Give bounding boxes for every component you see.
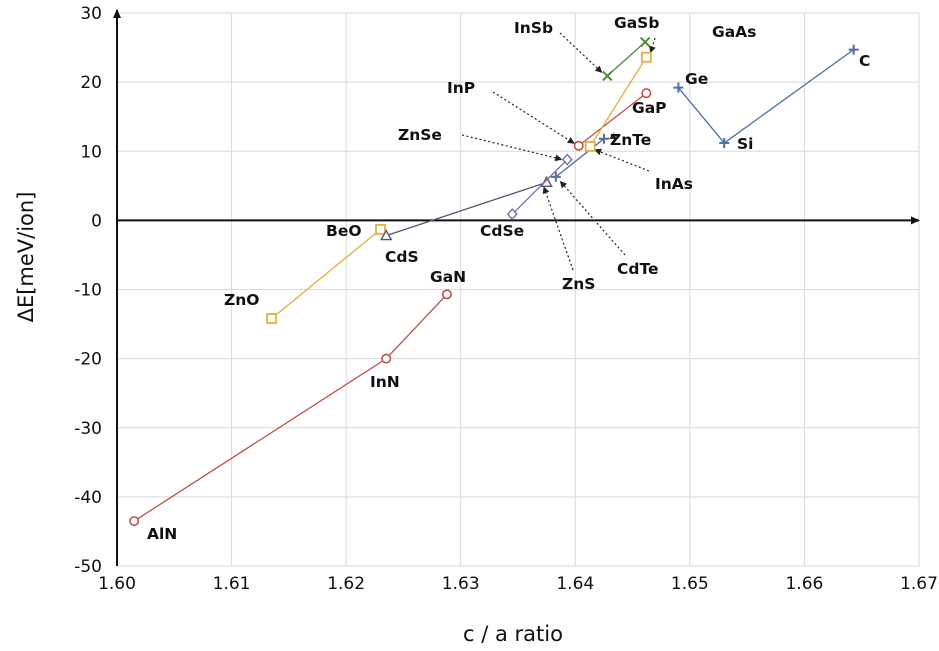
series-line: [578, 92, 647, 147]
point-label-insb: InSb: [514, 19, 553, 37]
y-tick-label: -30: [74, 419, 102, 439]
point-label-aln: AlN: [147, 525, 177, 543]
data-point: [506, 208, 518, 221]
data-point: [375, 223, 386, 235]
annotation-arrow: [559, 32, 603, 74]
x-tick-label: 1.63: [442, 574, 480, 594]
x-tick-label: 1.62: [327, 574, 365, 594]
tick-labels: 1.60 1.61 1.62 1.63 1.64 1.65 1.66 1.67 30 20 10 0 -…: [74, 4, 938, 594]
point-label-beo: BeO: [326, 222, 362, 240]
point-label-znse: ZnSe: [398, 126, 442, 144]
data-point: [641, 88, 652, 99]
data-point: [719, 137, 730, 148]
annotation-arrows: [461, 32, 656, 271]
x-axis-title: c / a ratio: [463, 622, 563, 646]
data-point: [561, 153, 573, 166]
data-point: [598, 133, 609, 144]
data-point: [380, 229, 393, 241]
annotation-arrow: [608, 132, 617, 140]
series-line: [589, 56, 647, 147]
x-tick-label: 1.67: [900, 574, 938, 594]
annotation-arrow: [461, 134, 563, 162]
y-tick-label: 10: [80, 142, 102, 162]
data-point: [129, 516, 140, 527]
point-label-inn: InN: [370, 373, 400, 391]
x-tick-label: 1.66: [785, 574, 823, 594]
y-tick-label: -10: [74, 281, 102, 301]
data-series: [129, 36, 859, 527]
data-point: [584, 141, 596, 152]
y-tick-label: -20: [74, 350, 102, 370]
point-label-zno: ZnO: [224, 291, 259, 309]
data-point: [381, 353, 392, 364]
point-label-znte: ZnTe: [610, 131, 651, 149]
y-tick-label: 30: [80, 4, 102, 24]
point-label-cdte: CdTe: [617, 260, 659, 278]
point-label-ge: Ge: [685, 70, 708, 88]
y-tick-label: 20: [80, 73, 102, 93]
data-point: [550, 171, 561, 182]
y-axis-title: ΔE[meV/ion]: [14, 192, 38, 323]
x-tick-label: 1.65: [671, 574, 709, 594]
point-label-gan: GaN: [430, 268, 466, 286]
series-line: [271, 228, 381, 320]
y-tick-label: 0: [91, 211, 102, 231]
y-tick-label: -40: [74, 488, 102, 508]
annotation-arrow: [542, 186, 574, 271]
data-point: [266, 313, 278, 324]
data-point: [441, 289, 452, 300]
x-tick-label: 1.60: [98, 574, 136, 594]
series-line: [386, 181, 547, 237]
x-tick-label: 1.61: [213, 574, 251, 594]
data-point: [602, 70, 613, 82]
series-line: [511, 159, 568, 215]
data-point: [848, 44, 859, 55]
series-line: [555, 138, 605, 178]
point-label-gaas: GaAs: [712, 23, 756, 41]
data-point: [573, 140, 584, 151]
point-label-gasb: GaSb: [614, 14, 659, 32]
point-label-inas: InAs: [655, 175, 693, 193]
x-tick-label: 1.64: [556, 574, 594, 594]
point-label-si: Si: [737, 135, 753, 153]
point-labels: AlN InN GaN ZnO BeO CdS CdSe ZnS CdTe InAs ZnTe ZnS…: [147, 14, 870, 543]
y-tick-label: -50: [74, 557, 102, 577]
point-label-gap: GaP: [632, 99, 667, 117]
data-point: [639, 36, 651, 48]
annotation-arrow: [559, 180, 626, 256]
axes: [113, 9, 920, 566]
point-label-inp: InP: [447, 79, 475, 97]
point-label-c: C: [859, 52, 870, 70]
series-line: [606, 41, 646, 77]
annotation-arrow: [593, 148, 650, 172]
data-point: [640, 51, 652, 63]
point-label-cds: CdS: [385, 248, 419, 266]
data-point: [673, 82, 684, 93]
point-label-zns: ZnS: [562, 275, 595, 293]
point-label-cdse: CdSe: [480, 222, 524, 240]
